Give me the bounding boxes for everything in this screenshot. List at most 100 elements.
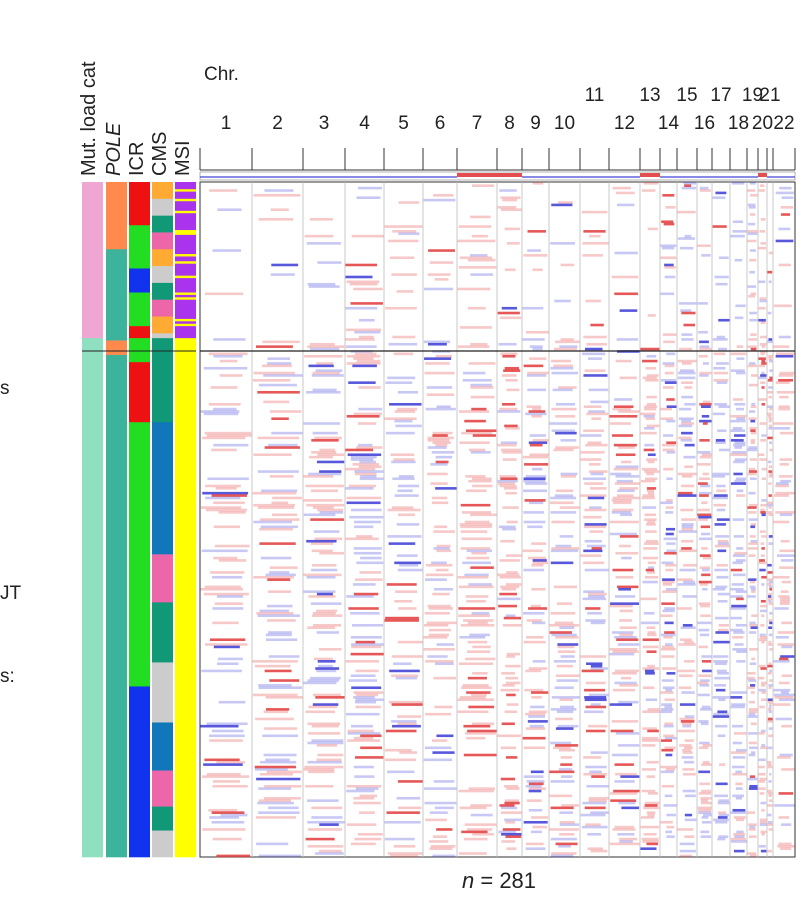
cn-segment [303,681,337,685]
cn-segment [308,705,338,709]
cn-segment [759,792,765,795]
cn-segment [391,460,416,464]
cn-segment [760,352,765,356]
annotation-track-4-segment [175,321,196,325]
cn-segment [465,429,497,433]
cn-segment [218,559,247,562]
cn-segment [427,342,447,346]
cn-segment [697,482,708,485]
cn-segment [779,475,793,478]
cn-segment [500,688,520,692]
cn-segment [660,407,672,411]
cn-segment [253,575,294,579]
cn-segment [523,477,546,481]
cn-segment [349,282,378,286]
cn-segment [559,823,580,826]
cn-segment [587,611,602,615]
cn-segment [427,655,448,658]
cn-segment [750,439,756,442]
cn-segment [713,352,726,356]
cn-segment [429,847,453,850]
cn-segment [500,441,518,445]
cn-segment [265,573,296,577]
cn-segment [504,227,521,231]
cn-segment [644,443,655,447]
cn-segment [350,724,373,728]
cn-segment [432,835,448,838]
cn-segment [354,525,374,529]
cn-segment [360,556,382,560]
cn-segment [717,734,726,738]
cn-segment [679,854,692,858]
cn-segment [313,657,333,661]
cn-segment [556,602,572,605]
cn-segment [677,583,696,586]
cn-segment [316,669,337,673]
cn-segment [501,448,522,452]
cn-segment [353,287,383,291]
cn-segment [617,203,635,207]
cn-segment [716,484,726,488]
cn-segment [435,568,449,572]
cn-segment [609,652,635,656]
cn-segment [646,775,655,778]
cn-segment [758,765,765,769]
cn-segment [465,595,489,598]
cn-segment [613,443,637,447]
cn-segment [430,482,448,485]
cn-segment [761,575,767,579]
cn-segment [353,412,382,416]
cn-segment [202,828,246,831]
cn-segment [588,796,609,800]
cn-segment [310,518,344,521]
cn-segment [712,338,728,341]
cn-segment [312,371,340,375]
cn-segment [433,547,450,550]
cn-segment [531,696,542,699]
cn-segment [385,431,415,435]
cn-segment [425,712,452,716]
cn-segment [767,436,773,440]
cn-segment [528,789,542,793]
cn-segment [358,465,382,469]
cn-segment [582,242,609,245]
cn-segment [498,830,517,834]
annotation-track-4-segment [175,318,196,322]
cn-segment [561,804,580,807]
cn-segment [359,335,374,339]
cn-segment [699,371,712,375]
cn-segment [683,455,696,459]
cn-segment [747,547,758,550]
cn-segment [747,189,756,192]
cn-segment [664,381,677,384]
cn-segment [387,852,423,855]
cn-segment [769,648,773,651]
cn-segment [713,371,728,375]
cn-segment [644,470,660,473]
cn-segment [684,234,692,238]
cn-segment [352,463,379,466]
cn-segment [458,662,494,666]
cn-segment [588,463,601,466]
cn-segment [702,744,712,747]
cn-segment [558,386,577,389]
cn-segment [584,696,607,699]
cn-segment [664,736,677,740]
cn-segment [681,419,692,423]
cn-segment [640,347,660,351]
cn-segment [779,371,795,375]
cn-segment [759,297,767,300]
cn-segment [702,760,710,764]
cn-segment [613,789,640,793]
cn-segment [758,306,766,310]
cn-segment [353,796,375,800]
cn-segment [617,643,640,646]
cn-segment [588,595,605,598]
cn-segment [683,580,695,584]
annotation-track-4-segment [175,292,196,296]
cn-segment [459,523,493,526]
cn-segment [699,741,710,745]
cn-segment [354,775,375,778]
cn-segment [749,623,758,627]
cn-segment [701,705,711,709]
